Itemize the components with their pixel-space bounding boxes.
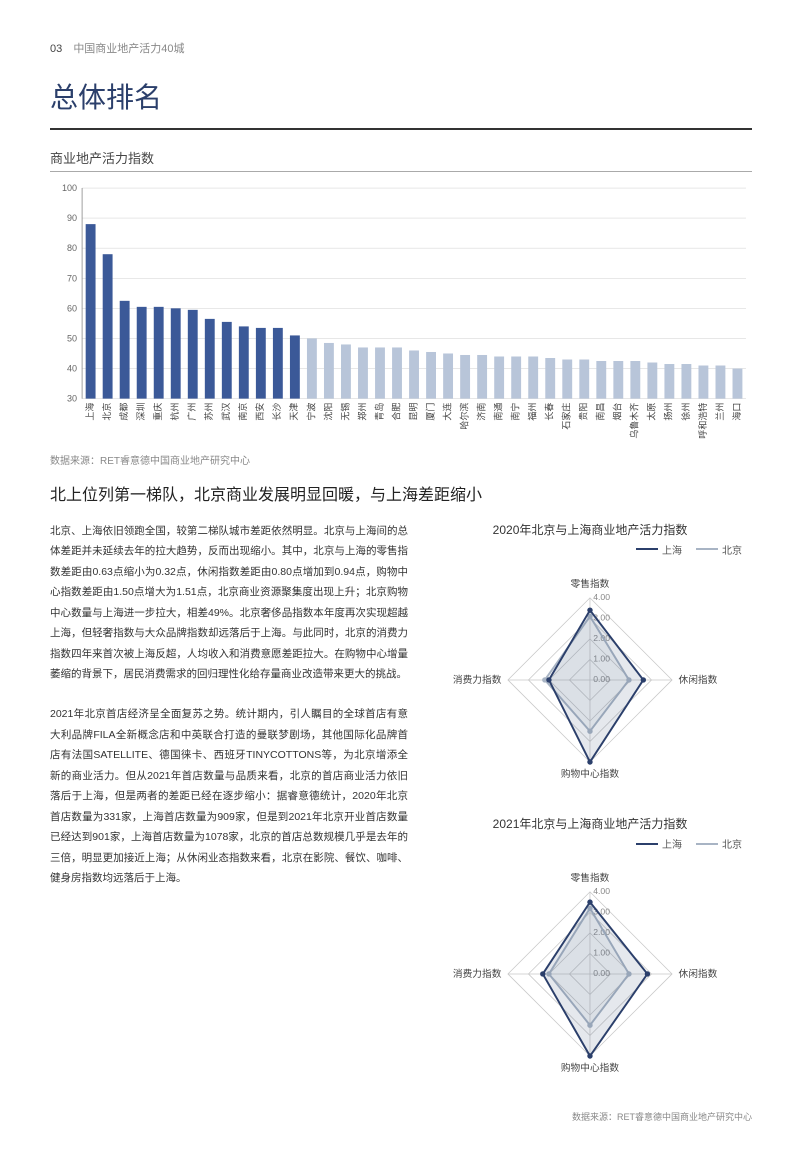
legend-bj: 北京	[722, 542, 742, 557]
radar-legend-2: 上海 北京	[428, 836, 752, 851]
svg-text:消费力指数: 消费力指数	[453, 967, 502, 980]
svg-text:40: 40	[67, 364, 77, 374]
page-header: 03 中国商业地产活力40城	[50, 40, 752, 56]
radar-chart-2020: 0.001.002.003.004.00零售指数休闲指数购物中心指数消费力指数	[428, 559, 752, 797]
page-title: 总体排名	[50, 76, 752, 116]
svg-text:兰州: 兰州	[714, 403, 725, 421]
subtitle-rule	[50, 171, 752, 172]
svg-text:购物中心指数: 购物中心指数	[561, 767, 620, 780]
svg-text:海口: 海口	[731, 403, 742, 421]
svg-text:消费力指数: 消费力指数	[453, 673, 502, 686]
svg-text:长春: 长春	[544, 403, 555, 421]
chart-subtitle: 商业地产活力指数	[50, 148, 752, 167]
paragraph-1: 北京、上海依旧领跑全国，较第二梯队城市差距依然明显。北京与上海间的总体差距并未延…	[50, 521, 408, 685]
page-number: 03	[50, 43, 62, 55]
section-heading: 北上位列第一梯队，北京商业发展明显回暖，与上海差距缩小	[50, 481, 752, 505]
svg-text:贵阳: 贵阳	[578, 403, 589, 421]
svg-text:成都: 成都	[118, 403, 129, 421]
svg-text:南昌: 南昌	[595, 403, 606, 421]
chart-source: 数据来源：RET睿意德中国商业地产研究中心	[50, 452, 752, 467]
svg-text:大连: 大连	[441, 403, 452, 421]
doc-title: 中国商业地产活力40城	[73, 43, 184, 55]
svg-text:合肥: 合肥	[390, 403, 401, 421]
svg-text:西安: 西安	[254, 403, 265, 421]
svg-text:呼和浩特: 呼和浩特	[697, 403, 708, 439]
svg-text:重庆: 重庆	[152, 403, 163, 421]
svg-text:哈尔滨: 哈尔滨	[458, 403, 469, 430]
svg-text:厦门: 厦门	[424, 403, 435, 421]
svg-text:南京: 南京	[237, 403, 248, 421]
svg-text:零售指数: 零售指数	[571, 871, 610, 884]
svg-text:宁波: 宁波	[305, 403, 316, 421]
svg-text:70: 70	[67, 273, 77, 283]
radar-2020-title: 2020年北京与上海商业地产活力指数	[428, 521, 752, 538]
svg-text:北京: 北京	[101, 403, 112, 421]
svg-text:30: 30	[67, 394, 77, 404]
svg-text:广州: 广州	[186, 403, 197, 421]
svg-text:苏州: 苏州	[203, 403, 214, 421]
svg-text:休闲指数: 休闲指数	[679, 967, 718, 980]
svg-text:烟台: 烟台	[612, 403, 623, 421]
svg-text:深圳: 深圳	[136, 403, 146, 421]
radar-2020: 2020年北京与上海商业地产活力指数 上海 北京 0.001.002.003.0…	[428, 521, 752, 802]
svg-text:乌鲁木齐: 乌鲁木齐	[629, 403, 640, 439]
legend-bj-2: 北京	[722, 836, 742, 851]
svg-text:南宁: 南宁	[510, 403, 521, 421]
title-rule	[50, 128, 752, 130]
svg-text:无锡: 无锡	[340, 403, 350, 421]
svg-text:福州: 福州	[527, 403, 538, 421]
bar-chart: 30405060708090100上海北京成都深圳重庆杭州广州苏州武汉南京西安长…	[50, 182, 752, 443]
svg-text:天津: 天津	[289, 403, 299, 421]
legend-sh-2: 上海	[662, 836, 682, 851]
radar-legend: 上海 北京	[428, 542, 752, 557]
svg-text:郑州: 郑州	[356, 403, 367, 421]
svg-text:4.00: 4.00	[593, 592, 610, 602]
svg-text:石家庄: 石家庄	[561, 403, 572, 430]
svg-text:扬州: 扬州	[663, 403, 674, 421]
svg-text:90: 90	[67, 213, 77, 223]
svg-text:4.00: 4.00	[593, 886, 610, 896]
svg-text:80: 80	[67, 243, 77, 253]
radar-2021: 2021年北京与上海商业地产活力指数 上海 北京 0.001.002.003.0…	[428, 815, 752, 1096]
svg-text:长沙: 长沙	[271, 403, 282, 421]
svg-text:50: 50	[67, 333, 77, 343]
svg-text:零售指数: 零售指数	[571, 577, 610, 590]
radar-source: 数据来源：RET睿意德中国商业地产研究中心	[428, 1110, 752, 1123]
svg-text:昆明: 昆明	[408, 403, 418, 421]
svg-text:100: 100	[62, 183, 77, 193]
svg-text:南通: 南通	[493, 403, 504, 421]
legend-sh: 上海	[662, 542, 682, 557]
svg-text:沈阳: 沈阳	[322, 403, 333, 421]
svg-text:济南: 济南	[476, 403, 487, 421]
svg-text:青岛: 青岛	[373, 403, 384, 421]
radar-2021-title: 2021年北京与上海商业地产活力指数	[428, 815, 752, 832]
svg-text:上海: 上海	[84, 403, 95, 421]
radar-chart-2021: 0.001.002.003.004.00零售指数休闲指数购物中心指数消费力指数	[428, 853, 752, 1091]
svg-text:休闲指数: 休闲指数	[679, 673, 718, 686]
paragraph-2: 2021年北京首店经济呈全面复苏之势。统计期内，引人瞩目的全球首店有意大利品牌F…	[50, 704, 408, 888]
svg-text:太原: 太原	[646, 403, 657, 421]
svg-text:杭州: 杭州	[169, 403, 180, 421]
svg-text:60: 60	[67, 303, 77, 313]
svg-text:徐州: 徐州	[680, 403, 691, 421]
svg-text:武汉: 武汉	[220, 403, 231, 421]
svg-text:购物中心指数: 购物中心指数	[561, 1061, 620, 1074]
